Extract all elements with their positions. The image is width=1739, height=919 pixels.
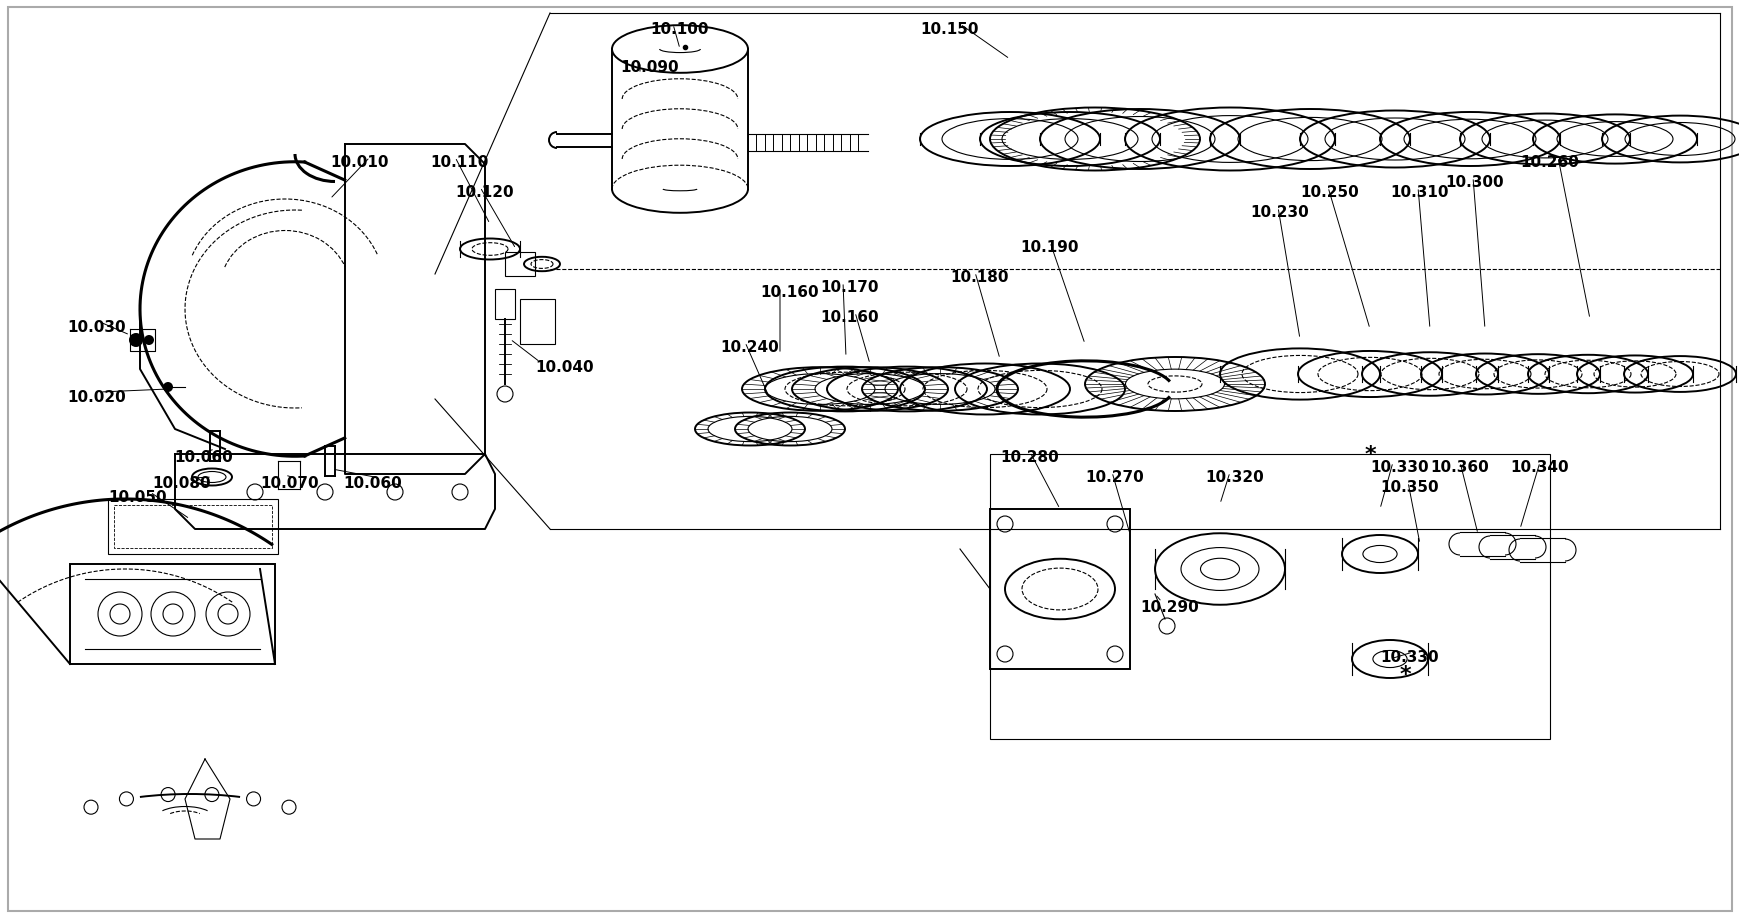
Text: 10.340: 10.340 [1509, 460, 1569, 474]
Text: *: * [1400, 664, 1410, 685]
Text: 10.120: 10.120 [454, 185, 513, 199]
Bar [494, 289, 515, 320]
Text: 10.360: 10.360 [1429, 460, 1489, 474]
Text: 10.150: 10.150 [920, 22, 977, 37]
Text: 10.160: 10.160 [819, 310, 878, 324]
Text: 10.350: 10.350 [1379, 480, 1438, 494]
Text: 10.270: 10.270 [1085, 470, 1143, 484]
Text: 10.230: 10.230 [1249, 205, 1308, 220]
Text: 10.040: 10.040 [534, 359, 593, 375]
Text: 10.070: 10.070 [259, 475, 318, 491]
Bar [115, 505, 271, 549]
Text: 10.330: 10.330 [1369, 460, 1428, 474]
Circle shape [129, 334, 143, 347]
Text: 10.010: 10.010 [330, 154, 388, 170]
Bar [520, 300, 555, 345]
Circle shape [163, 382, 172, 392]
Text: 10.310: 10.310 [1389, 185, 1447, 199]
Text: 10.170: 10.170 [819, 279, 878, 295]
Text: 10.030: 10.030 [68, 320, 125, 335]
Text: 10.080: 10.080 [151, 475, 210, 491]
Text: 10.290: 10.290 [1139, 599, 1198, 614]
Bar [504, 253, 534, 277]
Text: 10.260: 10.260 [1520, 154, 1577, 170]
Text: *: * [1363, 445, 1376, 464]
Text: 10.330: 10.330 [1379, 650, 1438, 664]
Text: 10.160: 10.160 [760, 285, 817, 300]
Bar [989, 509, 1129, 669]
Text: 10.110: 10.110 [430, 154, 489, 170]
Text: 10.060: 10.060 [343, 475, 402, 491]
Bar [70, 564, 275, 664]
Text: 10.320: 10.320 [1205, 470, 1263, 484]
Bar [989, 455, 1549, 739]
Text: 10.180: 10.180 [949, 269, 1009, 285]
Text: 10.050: 10.050 [108, 490, 167, 505]
Circle shape [144, 335, 155, 346]
Text: 10.060: 10.060 [174, 449, 233, 464]
Text: 10.280: 10.280 [1000, 449, 1057, 464]
Text: 10.300: 10.300 [1443, 175, 1502, 190]
Text: 10.020: 10.020 [68, 390, 125, 404]
Text: 10.250: 10.250 [1299, 185, 1358, 199]
Text: 10.090: 10.090 [619, 60, 678, 75]
Text: 10.190: 10.190 [1019, 240, 1078, 255]
Bar [108, 499, 278, 554]
Text: 10.240: 10.240 [720, 340, 779, 355]
Text: 10.100: 10.100 [650, 22, 708, 37]
